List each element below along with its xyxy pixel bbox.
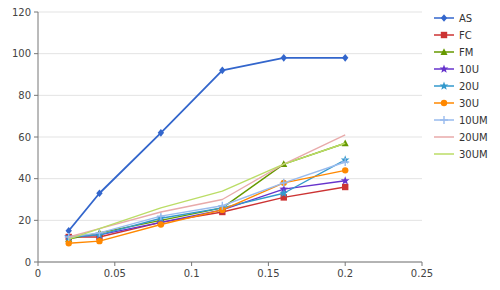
y-tick [34, 12, 38, 13]
x-tick [422, 262, 423, 266]
x-tick [345, 262, 346, 266]
series-marker [158, 129, 164, 137]
y-tick [34, 262, 38, 263]
series-marker [342, 167, 348, 173]
series-marker [281, 180, 287, 186]
legend-marker [440, 64, 449, 72]
y-tick-label: 40 [18, 173, 31, 184]
grid-line [38, 137, 422, 138]
x-tick [38, 262, 39, 266]
series-marker [279, 189, 288, 197]
legend-marker [440, 48, 447, 55]
legend-item: AS [434, 13, 472, 24]
legend-item: 30UM [434, 149, 488, 160]
x-tick-label: 0.05 [104, 268, 126, 279]
legend-label: 30UM [459, 149, 488, 160]
y-tick-label: 0 [25, 257, 31, 268]
grid-line [38, 12, 422, 13]
legend-marker [440, 81, 449, 89]
legend-item: FC [434, 30, 472, 41]
legend-item: 30U [434, 98, 479, 109]
series [66, 167, 349, 246]
series-marker [342, 54, 348, 62]
y-tick [34, 95, 38, 96]
y-tick-label: 80 [18, 90, 31, 101]
series-marker [96, 189, 102, 197]
series-line [69, 143, 345, 239]
legend: AS FC FM 10U 20U 30U 10UM 20UM 30UM [434, 13, 488, 160]
x-axis-line [38, 262, 422, 263]
series-marker [281, 194, 287, 200]
series [65, 158, 349, 241]
series [66, 54, 349, 235]
legend-item: 10UM [434, 115, 488, 126]
series-line [69, 135, 345, 237]
legend-item: FM [434, 47, 473, 58]
grid-line [38, 53, 422, 54]
axes: 0 20 40 60 80 100 120 0 0.05 0.1 0.15 0.2 0.25 [12, 7, 433, 280]
series-marker [158, 221, 164, 227]
x-tick [114, 262, 115, 266]
legend-swatch [434, 136, 454, 138]
series-line [69, 170, 345, 243]
series-line [69, 143, 345, 239]
chart-container: 0 20 40 60 80 100 120 0 0.05 0.1 0.15 0.2 0.25 AS FC FM… [0, 0, 500, 290]
series-marker [341, 158, 349, 166]
series-marker [280, 179, 288, 187]
x-tick-label: 0.1 [184, 268, 200, 279]
y-tick-label: 100 [12, 48, 31, 59]
series-marker [66, 240, 72, 246]
legend-swatch [434, 153, 454, 155]
y-tick-label: 20 [18, 215, 31, 226]
x-tick-label: 0.25 [411, 268, 433, 279]
series [64, 155, 349, 240]
y-tick [34, 178, 38, 179]
legend-marker [441, 100, 447, 106]
legend-label: 30U [459, 98, 479, 109]
legend-item: 20UM [434, 132, 488, 143]
series-marker [219, 66, 225, 74]
y-tick-label: 60 [18, 132, 31, 143]
y-tick [34, 220, 38, 221]
y-tick [34, 53, 38, 54]
y-tick [34, 137, 38, 138]
x-tick [268, 262, 269, 266]
series-marker [342, 184, 348, 190]
series-marker [218, 202, 226, 210]
legend-marker [441, 32, 447, 38]
legend-label: AS [459, 13, 472, 24]
grid-line [38, 262, 422, 263]
y-axis-line [38, 12, 39, 262]
grid-line [38, 220, 422, 221]
series [65, 139, 349, 242]
legend-label: FC [459, 30, 472, 41]
legend-label: 10UM [459, 115, 488, 126]
background [0, 0, 500, 290]
x-tick-label: 0.15 [257, 268, 279, 279]
legend-marker [441, 14, 447, 22]
legend-item: 20U [434, 81, 479, 92]
series-marker [342, 139, 349, 146]
legend-label: 20U [459, 81, 479, 92]
legend-label: 20UM [459, 132, 488, 143]
series-line [69, 58, 345, 231]
x-tick-label: 0 [35, 268, 41, 279]
series-marker [341, 176, 350, 184]
grid [38, 12, 422, 262]
series [69, 143, 345, 239]
legend-marker [440, 116, 448, 124]
series [69, 135, 345, 237]
series-marker [281, 54, 287, 62]
legend-label: 10U [459, 64, 479, 75]
x-tick-label: 0.2 [337, 268, 353, 279]
legend-label: FM [459, 47, 473, 58]
legend-item: 10U [434, 64, 479, 75]
grid-line [38, 95, 422, 96]
chart-svg: 0 20 40 60 80 100 120 0 0.05 0.1 0.15 0.2 0.25 AS FC FM… [0, 0, 500, 290]
x-tick [191, 262, 192, 266]
y-tick-label: 120 [12, 7, 31, 18]
series-marker [96, 238, 102, 244]
plot-data [64, 54, 349, 246]
grid-line [38, 178, 422, 179]
